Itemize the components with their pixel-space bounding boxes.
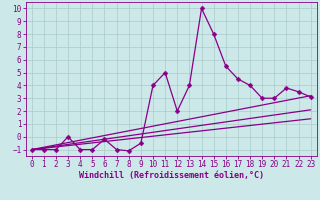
X-axis label: Windchill (Refroidissement éolien,°C): Windchill (Refroidissement éolien,°C) (79, 171, 264, 180)
